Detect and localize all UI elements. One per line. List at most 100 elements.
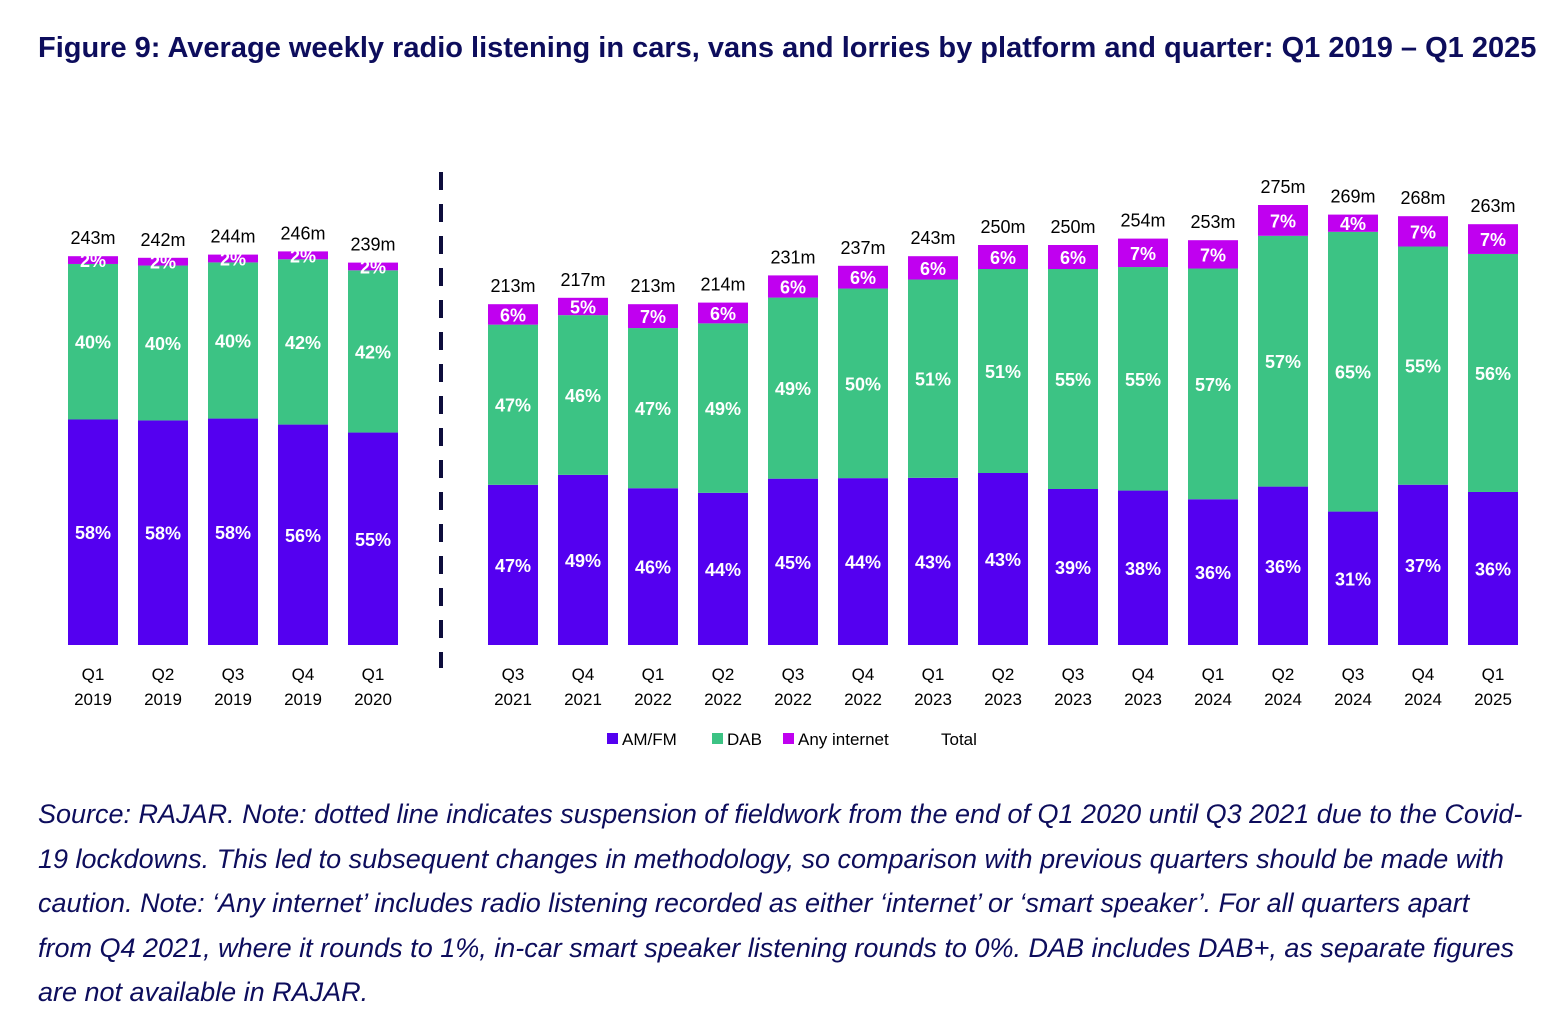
data-label: 7%: [1410, 222, 1436, 242]
x-tick-label: Q4: [572, 665, 595, 684]
data-label: 31%: [1335, 569, 1371, 589]
bar-segment-dab: [838, 288, 888, 479]
bar-segment-am-fm: [488, 484, 538, 645]
bar-segment-dab: [768, 297, 818, 479]
x-tick-label: Q2: [152, 665, 175, 684]
data-label: 56%: [1475, 364, 1511, 384]
total-label: 237m: [840, 238, 885, 258]
x-tick-label: 2023: [1124, 690, 1162, 709]
x-tick-label: 2024: [1194, 690, 1232, 709]
data-label: 43%: [985, 550, 1021, 570]
bar-segment-any-internet: [138, 257, 188, 266]
data-label: 7%: [1130, 244, 1156, 264]
bar-segment-am-fm: [558, 474, 608, 645]
source-note: Source: RAJAR. Note: dotted line indicat…: [38, 799, 1523, 1007]
data-label: 38%: [1125, 559, 1161, 579]
legend-label: Any internet: [798, 730, 889, 749]
bar-segment-any-internet: [978, 245, 1028, 269]
data-label: 40%: [145, 334, 181, 354]
x-tick-label: 2024: [1334, 690, 1372, 709]
total-label: 217m: [560, 270, 605, 290]
data-label: 2%: [220, 250, 246, 270]
legend-label: DAB: [727, 730, 762, 749]
total-label: 269m: [1330, 187, 1375, 207]
data-label: 50%: [845, 374, 881, 394]
bar-segment-any-internet: [1048, 245, 1098, 269]
x-tick-label: Q3: [502, 665, 525, 684]
x-tick-label: 2021: [564, 690, 602, 709]
data-label: 56%: [285, 526, 321, 546]
bar-segment-any-internet: [838, 265, 888, 289]
data-label: 6%: [500, 305, 526, 325]
total-label: 263m: [1470, 196, 1515, 216]
bar-segment-any-internet: [1468, 224, 1518, 254]
data-label: 39%: [1055, 558, 1091, 578]
data-label: 47%: [495, 396, 531, 416]
bar-segment-dab: [488, 324, 538, 485]
legend-swatch: [607, 733, 618, 744]
x-tick-label: 2023: [1054, 690, 1092, 709]
total-label: 243m: [70, 228, 115, 248]
x-tick-label: 2022: [704, 690, 742, 709]
bar-segment-am-fm: [1118, 490, 1168, 645]
bar-segment-dab: [1328, 231, 1378, 512]
bar-segment-am-fm: [978, 473, 1028, 645]
data-label: 42%: [355, 342, 391, 362]
bar-segment-any-internet: [768, 275, 818, 298]
bar-segment-any-internet: [908, 256, 958, 280]
bar-segment-any-internet: [1398, 216, 1448, 247]
data-label: 2%: [290, 246, 316, 266]
data-label: 7%: [640, 307, 666, 327]
bar-segment-any-internet: [558, 297, 608, 316]
data-label: 36%: [1195, 563, 1231, 583]
data-label: 47%: [635, 399, 671, 419]
data-label: 49%: [565, 551, 601, 571]
data-label: 36%: [1265, 557, 1301, 577]
x-tick-label: 2021: [494, 690, 532, 709]
total-label: 244m: [210, 227, 255, 247]
x-tick-label: Q4: [1412, 665, 1435, 684]
data-label: 49%: [775, 379, 811, 399]
x-tick-label: 2022: [844, 690, 882, 709]
total-label: 239m: [350, 235, 395, 255]
x-tick-label: Q1: [1482, 665, 1505, 684]
data-label: 44%: [845, 553, 881, 573]
x-tick-label: Q3: [1342, 665, 1365, 684]
bar-segment-am-fm: [1048, 489, 1098, 645]
data-label: 43%: [915, 552, 951, 572]
data-label: 58%: [75, 523, 111, 543]
total-label: 214m: [700, 275, 745, 295]
data-label: 6%: [990, 248, 1016, 268]
bar-segment-am-fm: [628, 488, 678, 645]
bar-segment-am-fm: [208, 418, 258, 645]
data-label: 45%: [775, 553, 811, 573]
x-tick-label: 2025: [1474, 690, 1512, 709]
bar-segment-dab: [628, 328, 678, 489]
bar-segment-am-fm: [768, 478, 818, 645]
x-tick-label: 2019: [144, 690, 182, 709]
data-label: 4%: [1340, 214, 1366, 234]
legend-label: Total: [941, 730, 977, 749]
x-tick-label: Q4: [1132, 665, 1155, 684]
total-label: 213m: [490, 276, 535, 296]
bar-segment-any-internet: [1328, 214, 1378, 232]
bar-segment-am-fm: [1258, 486, 1308, 645]
bar-segment-am-fm: [838, 478, 888, 645]
data-label: 40%: [215, 331, 251, 351]
bar-segment-am-fm: [1398, 484, 1448, 645]
data-label: 55%: [1405, 357, 1441, 377]
data-label: 6%: [850, 268, 876, 288]
x-tick-label: 2019: [284, 690, 322, 709]
bar-segment-dab: [1258, 235, 1308, 487]
chart-title: Figure 9: Average weekly radio listening…: [38, 32, 1537, 64]
x-tick-label: 2024: [1264, 690, 1302, 709]
x-tick-label: Q1: [922, 665, 945, 684]
bar-segment-any-internet: [1188, 240, 1238, 269]
x-tick-label: 2019: [74, 690, 112, 709]
data-label: 47%: [495, 556, 531, 576]
data-label: 6%: [920, 259, 946, 279]
total-label: 268m: [1400, 188, 1445, 208]
data-label: 6%: [1060, 248, 1086, 268]
data-label: 58%: [215, 523, 251, 543]
bar-segment-any-internet: [628, 304, 678, 329]
